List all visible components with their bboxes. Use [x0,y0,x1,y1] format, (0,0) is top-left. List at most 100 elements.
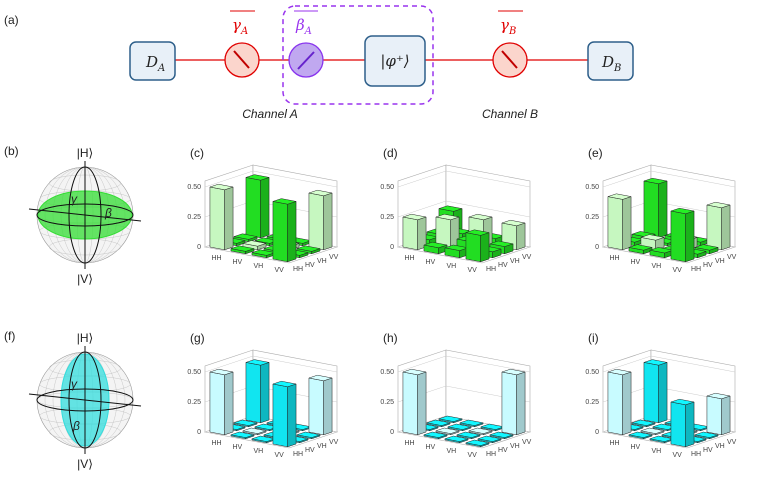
bar [232,419,259,428]
col-label: VH [317,258,327,265]
bar [458,419,485,428]
subscript: A [304,26,312,37]
bar [627,431,654,440]
col-label: HH [691,266,701,273]
axis [28,393,142,407]
grid-line [602,355,736,373]
axis [28,208,142,222]
col-label: HH [486,451,496,458]
row-label: HV [631,444,641,451]
bar [229,245,256,255]
panel-label: (h) [383,331,398,345]
col-label: HV [703,262,713,269]
panel-label: (d) [383,146,398,160]
bar-top [434,213,461,221]
col-label: HV [498,447,508,454]
bar-top [401,213,428,221]
bar [401,213,428,251]
bar-side [658,362,668,424]
bar-side [516,222,526,251]
bar-front [245,177,261,239]
bar-front [670,401,686,448]
panel-label: (e) [588,146,603,160]
row-label: HV [233,444,243,451]
bar-front [607,196,623,251]
bar-top [642,177,669,185]
rotator-arrow [233,50,250,69]
bar [232,233,259,243]
row-label: HV [233,259,243,266]
bar [295,431,322,440]
bar-top [500,219,527,227]
bar-top [488,240,515,247]
bar [244,359,271,424]
bar-side [685,401,695,448]
bar-front [209,371,225,436]
bar-top [476,435,503,442]
bar-side [260,177,270,239]
bar-top [208,183,235,191]
bar-front [308,192,324,251]
bar-top [232,233,259,240]
bar [422,431,449,440]
row-label: VV [673,267,683,274]
col-label: VH [715,443,725,450]
bar-front [272,201,288,263]
source-label: |φ⁺⟩ [380,52,409,70]
bar-side [287,383,297,448]
bar-top [244,359,271,366]
row-label: HH [405,255,415,262]
symbol: β [295,16,305,34]
bar-top [669,207,696,215]
col-label: VH [510,443,520,450]
bar-side [224,186,234,251]
bar-top [693,431,720,438]
z-tick-label: 0.50 [380,369,394,376]
bar [434,427,461,436]
state-label: |H⟩ [77,331,93,345]
bar-front [209,186,225,251]
bar [307,189,334,251]
z-tick-label: 0.50 [187,369,201,376]
z-tick-label: 0.50 [187,184,201,191]
row-label: HH [610,255,620,262]
state-label: |H⟩ [77,146,93,160]
bar [271,380,298,448]
bar [401,368,428,436]
subscript: B [508,26,516,37]
col-label: VV [522,254,532,261]
bar-top [434,427,461,434]
panel-label: (g) [190,331,205,345]
row-label: VH [652,448,662,455]
z-tick-label: 0.50 [380,184,394,191]
grid-line [204,170,338,188]
row-label: VV [468,267,478,274]
bar [455,431,482,440]
symbol: D [145,53,158,71]
symbol: γ [232,16,241,34]
bar [476,435,503,444]
bar-top [271,380,298,388]
bar-side [721,395,731,436]
panel-label: (b) [4,144,19,158]
col-label: VV [522,439,532,446]
col-label: HH [293,451,303,458]
bar [693,431,720,440]
z-tick-label: 0.25 [585,214,599,221]
detector-box [587,41,634,81]
bar [271,198,298,263]
bar [446,423,473,432]
bar-side [721,204,731,251]
bar-top [208,368,235,376]
z-tick-label: 0.50 [585,369,599,376]
gamma-label: γ [71,192,78,206]
bar [464,229,491,263]
bar-top [630,419,657,426]
bar-top [693,244,720,251]
bar-side [622,196,632,251]
bar [669,398,696,448]
bar-top [295,245,322,252]
bar [606,368,633,436]
panel-label: (i) [588,331,599,345]
bar-top [244,174,271,181]
